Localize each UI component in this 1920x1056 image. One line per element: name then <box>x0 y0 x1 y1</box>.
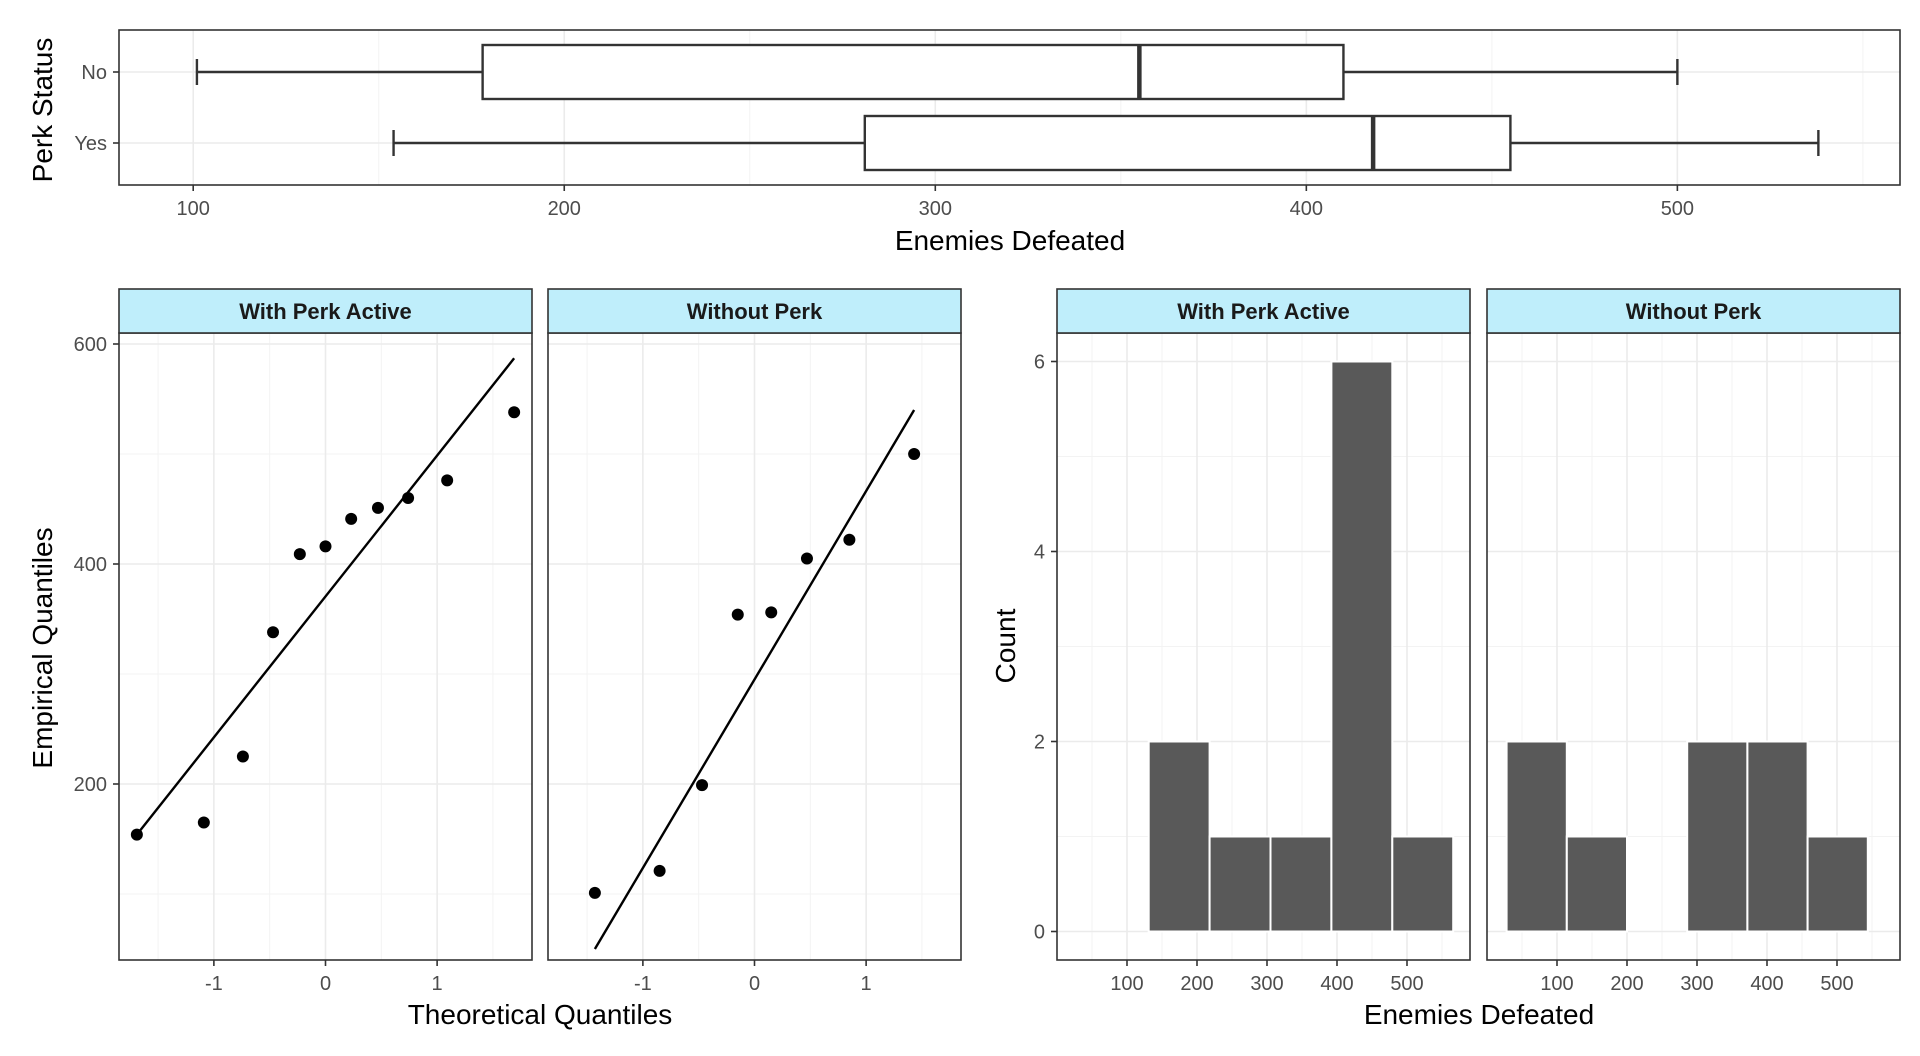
y-tick-label: 0 <box>1034 922 1045 944</box>
x-tick-label: 100 <box>177 198 210 220</box>
box-iqr <box>481 43 1345 101</box>
x-tick-label: 300 <box>1250 973 1283 995</box>
qq-point <box>731 608 744 621</box>
y-tick-label: 400 <box>74 554 107 576</box>
y-tick-label: No <box>81 62 107 84</box>
histogram-bar <box>1269 835 1333 933</box>
x-tick-label: 1 <box>861 973 872 995</box>
x-tick-label: 0 <box>320 973 331 995</box>
facet-strip <box>1056 288 1471 334</box>
qq-point <box>765 606 778 619</box>
histogram-bar <box>1806 835 1869 933</box>
qq-point <box>653 864 666 877</box>
qq-point <box>345 512 358 525</box>
qq-point <box>588 886 601 899</box>
x-tick-label: 200 <box>548 198 581 220</box>
hist-y-axis-title: Count <box>990 608 1021 683</box>
x-tick-label: 200 <box>1180 973 1213 995</box>
x-tick-label: 100 <box>1110 973 1143 995</box>
x-tick-label: 300 <box>1680 973 1713 995</box>
facet-strip <box>118 288 533 334</box>
x-tick-label: 1 <box>432 973 443 995</box>
x-tick-label: 300 <box>919 198 952 220</box>
histogram-bar <box>1208 835 1272 933</box>
qq-point <box>267 626 280 639</box>
histogram-bar <box>1565 835 1629 933</box>
qq-y-axis-title: Empirical Quantiles <box>27 527 58 768</box>
boxplot-y-axis-title: Perk Status <box>27 38 58 183</box>
qq-point <box>236 750 249 763</box>
boxplot-x-axis-title: Enemies Defeated <box>895 225 1125 256</box>
y-tick-label: Yes <box>74 133 107 155</box>
histogram-bar <box>1746 740 1809 933</box>
facet-strip <box>1486 288 1901 334</box>
x-tick-label: 100 <box>1540 973 1573 995</box>
x-tick-label: 500 <box>1661 198 1694 220</box>
x-tick-label: -1 <box>634 973 652 995</box>
qq-x-axis-title: Theoretical Quantiles <box>408 999 673 1030</box>
qq-point <box>130 828 143 841</box>
qq-point <box>843 533 856 546</box>
box-iqr <box>863 114 1512 172</box>
qq-reference-line <box>593 409 916 950</box>
qq-point <box>319 540 332 553</box>
qq-point <box>800 552 813 565</box>
qq-point <box>293 548 306 561</box>
qq-point <box>908 448 921 460</box>
x-tick-label: 0 <box>749 973 760 995</box>
y-tick-label: 600 <box>74 334 107 356</box>
qq-point <box>441 474 454 487</box>
qq-reference-line <box>135 357 516 836</box>
x-tick-label: 400 <box>1290 198 1323 220</box>
facet-strip-label: Without Perk <box>687 299 823 324</box>
x-tick-label: 500 <box>1390 973 1423 995</box>
qq-point <box>508 406 521 419</box>
histogram-bar <box>1330 360 1394 933</box>
x-tick-label: 400 <box>1750 973 1783 995</box>
qq-point <box>197 816 210 829</box>
y-tick-label: 4 <box>1034 542 1045 564</box>
histogram-bar <box>1505 740 1568 933</box>
qq-point <box>696 779 709 792</box>
y-tick-label: 2 <box>1034 732 1045 754</box>
facet-strip <box>547 288 962 334</box>
histogram-panels: With Perk Active 100 200 300 400 500 0 2 4 6 Witho… <box>1034 288 1901 995</box>
panel-border <box>118 29 1901 186</box>
qq-point <box>402 492 415 504</box>
y-tick-label: 6 <box>1034 352 1045 374</box>
y-tick-label: 200 <box>74 774 107 796</box>
x-tick-label: 400 <box>1320 973 1353 995</box>
x-tick-label: 500 <box>1820 973 1853 995</box>
qq-point <box>371 501 384 514</box>
histogram-bar <box>1391 835 1455 933</box>
facet-strip-label: With Perk Active <box>239 299 412 324</box>
hist-x-axis-title: Enemies Defeated <box>1364 999 1594 1030</box>
histogram-bar <box>1686 740 1749 933</box>
facet-strip-label: Without Perk <box>1626 299 1762 324</box>
x-tick-label: 200 <box>1610 973 1643 995</box>
histogram-bar <box>1147 740 1211 933</box>
x-tick-label: -1 <box>205 973 223 995</box>
qq-plot-panels: With Perk Active -1 0 1 200 400 600 Without Per… <box>74 288 962 995</box>
facet-strip-label: With Perk Active <box>1177 299 1350 324</box>
boxplot-panel: 100 200 300 400 500 No Yes <box>74 29 1901 220</box>
